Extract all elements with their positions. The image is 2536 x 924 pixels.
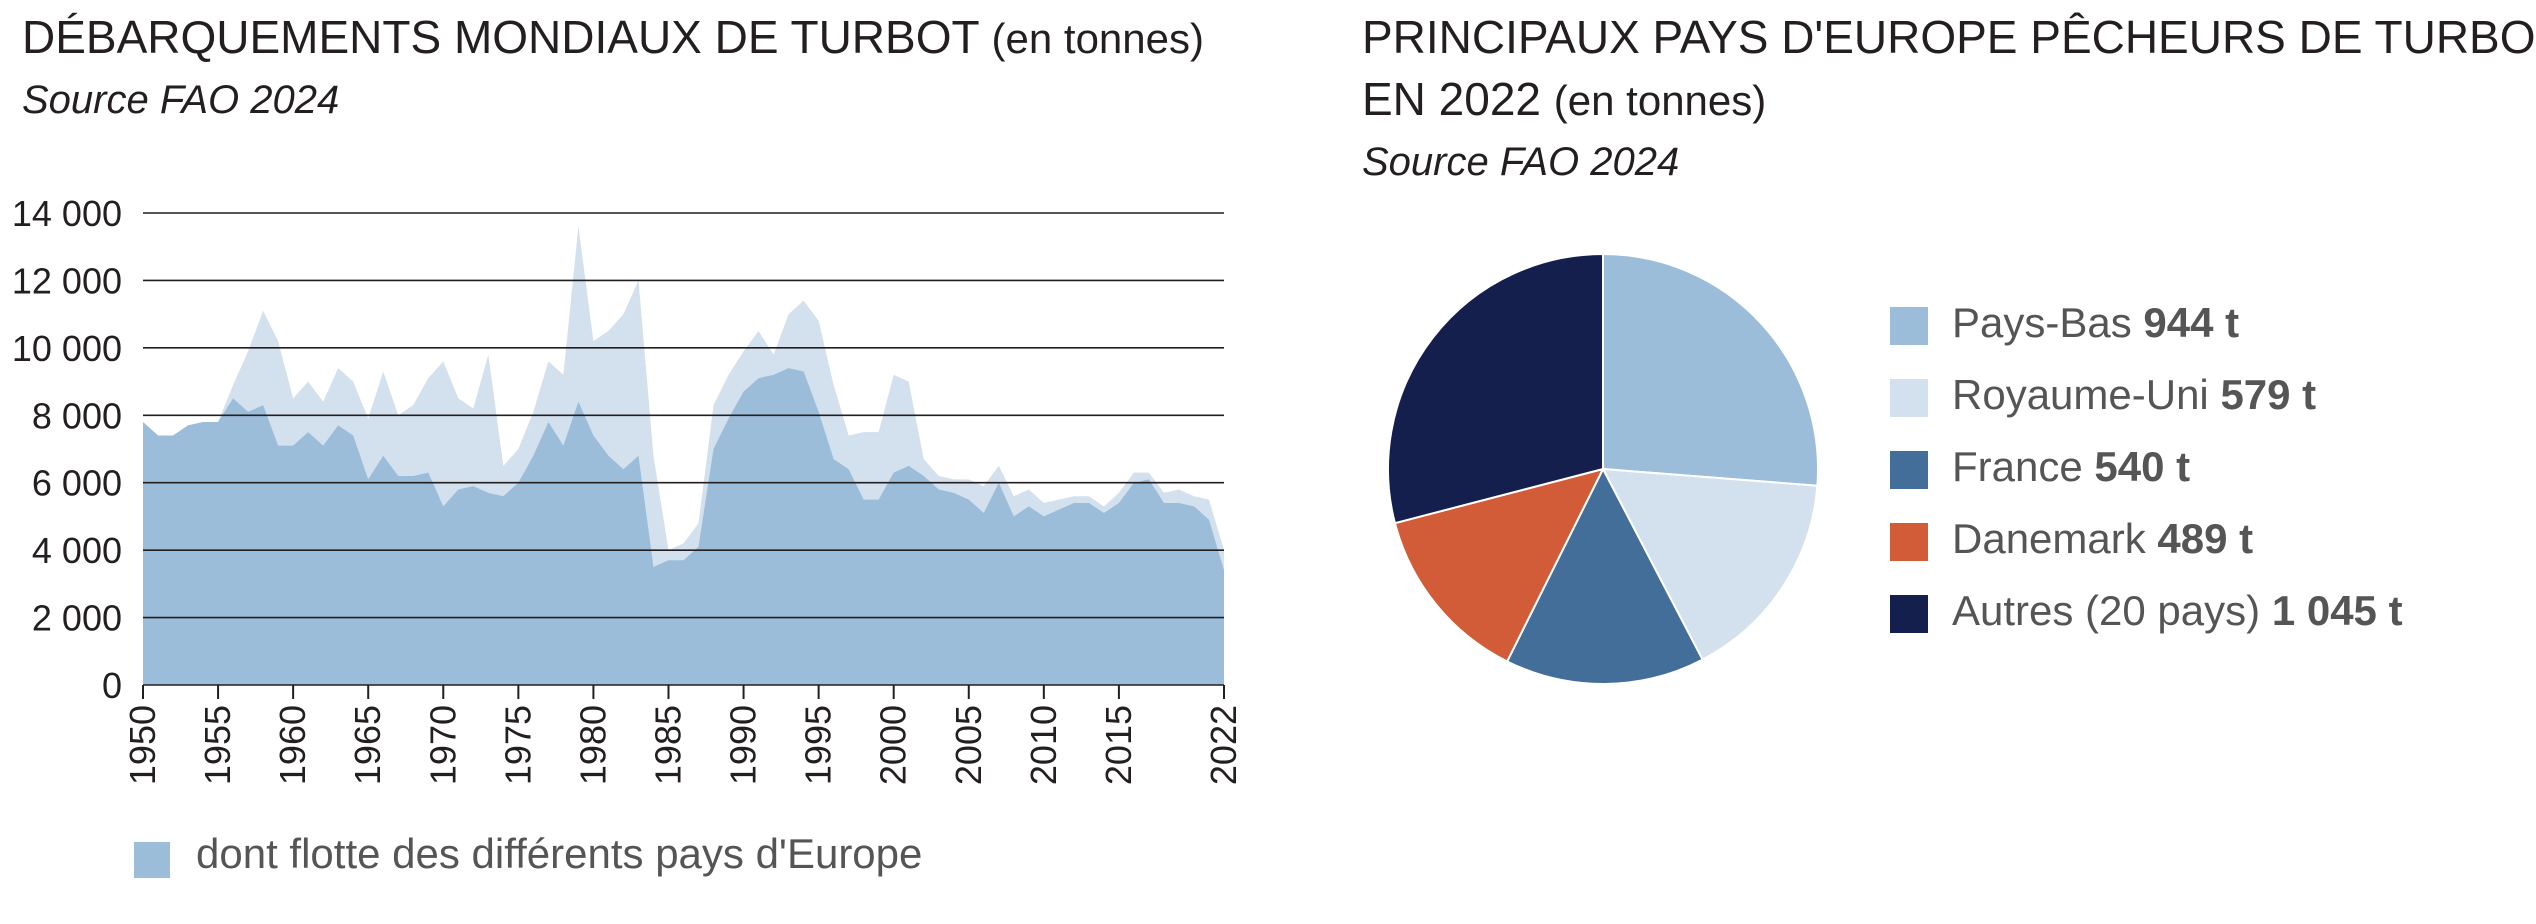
x-tick-label: 2005 (948, 705, 989, 785)
pie-legend-entry: France 540 t (1952, 443, 2190, 491)
pie-legend-country: Royaume-Uni (1952, 371, 2221, 418)
y-tick-label: 8 000 (32, 395, 122, 436)
y-tick-label: 10 000 (12, 328, 122, 369)
pie-chart-title-line1: PRINCIPAUX PAYS D'EUROPE PÊCHEURS DE TUR… (1362, 11, 2536, 63)
pie-chart (1387, 252, 1819, 685)
x-tick-label: 2015 (1098, 705, 1139, 785)
x-tick-label: 1965 (347, 705, 388, 785)
x-tick-label: 2022 (1203, 705, 1244, 785)
pie-chart-title-line2: EN 2022 (en tonnes) (1362, 68, 1766, 132)
pie-legend-country: France (1952, 443, 2095, 490)
pie-legend-entry: Royaume-Uni 579 t (1952, 371, 2316, 419)
pie-chart-title-year: EN 2022 (1362, 73, 1542, 125)
area-chart: 0 2 000 4 000 6 000 8 000 10 000 12 000 14 000 1… (12, 193, 1244, 785)
x-tick-label: 1990 (723, 705, 764, 785)
europe-fleet-area (143, 368, 1224, 685)
pie-legend-country: Autres (20 pays) (1952, 587, 2272, 634)
y-tick-label: 2 000 (32, 598, 122, 639)
x-tick-label: 1975 (497, 705, 538, 785)
pie-legend-swatch (1890, 595, 1928, 633)
pie-legend-entry: Autres (20 pays) 1 045 t (1952, 587, 2403, 635)
y-tick-label: 4 000 (32, 530, 122, 571)
europe-fleet-legend-label: dont flotte des différents pays d'Europe (196, 830, 923, 877)
pie-legend-swatch (1890, 523, 1928, 561)
x-tick-label: 1950 (122, 705, 163, 785)
pie-slice-france (1505, 466, 1704, 685)
pie-slice-pays-bas (1602, 252, 1819, 487)
area-chart-title-unit: (en tonnes) (991, 15, 1204, 62)
pie-slice-danemark (1393, 467, 1605, 663)
y-tick-label: 12 000 (12, 260, 122, 301)
pie-legend-country: Pays-Bas (1952, 299, 2144, 346)
y-tick-label: 14 000 (12, 193, 122, 234)
pie-slice-autres-20-pays (1387, 252, 1604, 525)
pie-chart-title-unit: (en tonnes) (1553, 77, 1767, 124)
area-chart-title-main: DÉBARQUEMENTS MONDIAUX DE TURBOT (22, 11, 979, 63)
y-tick-label: 0 (102, 665, 122, 706)
pie-legend-value: 540 t (2094, 443, 2191, 490)
area-chart-title: DÉBARQUEMENTS MONDIAUX DE TURBOT (en ton… (22, 6, 1204, 70)
x-tick-label: 1995 (798, 705, 839, 785)
countries-pie-panel: PRINCIPAUX PAYS D'EUROPE PÊCHEURS DE TUR… (1340, 0, 2536, 924)
pie-legend-swatch (1890, 451, 1928, 489)
pie-legend-value: 489 t (2157, 515, 2254, 562)
x-tick-label: 1955 (197, 705, 238, 785)
pie-legend-value: 579 t (2220, 371, 2317, 418)
pie-legend-entry: Danemark 489 t (1952, 515, 2253, 563)
pie-legend-country: Danemark (1952, 515, 2158, 562)
pie-legend-swatch (1890, 379, 1928, 417)
pie-legend-value: 1 045 t (2271, 587, 2403, 634)
pie-chart-source: Source FAO 2024 (1362, 140, 1680, 184)
europe-fleet-legend-swatch (134, 842, 170, 878)
x-tick-label: 1960 (272, 705, 313, 785)
y-tick-label: 6 000 (32, 463, 122, 504)
x-tick-label: 2010 (1023, 705, 1064, 785)
pie-legend-value: 944 t (2143, 299, 2240, 346)
x-tick-label: 1985 (647, 705, 688, 785)
x-tick-label: 1980 (572, 705, 613, 785)
x-tick-label: 1970 (422, 705, 463, 785)
landings-chart-panel: DÉBARQUEMENTS MONDIAUX DE TURBOT (en ton… (12, 6, 1244, 878)
area-chart-source: Source FAO 2024 (22, 78, 340, 122)
x-tick-label: 2000 (873, 705, 914, 785)
pie-legend-entry: Pays-Bas 944 t (1952, 299, 2239, 347)
pie-legend-swatch (1890, 307, 1928, 345)
pie-slice-royaume-uni (1601, 467, 1819, 661)
